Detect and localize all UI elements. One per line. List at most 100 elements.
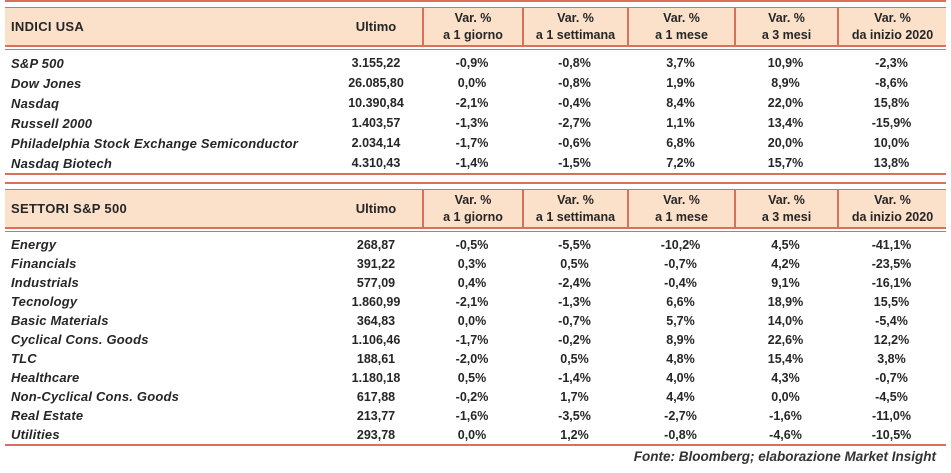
var-value: -2,7% bbox=[558, 116, 591, 130]
var-value: -0,8% bbox=[558, 56, 591, 70]
table-header-row: SETTORI S&P 500 Ultimo Var. % a 1 giorno V… bbox=[5, 189, 946, 229]
var-value: 10,9% bbox=[767, 56, 804, 70]
column-header-line2: a 1 giorno bbox=[443, 209, 503, 224]
row-label: Tecnology bbox=[11, 294, 78, 309]
column-header-line1: Var. % bbox=[557, 192, 594, 207]
column-header-line1: Var. % bbox=[557, 10, 594, 25]
table-section: SETTORI S&P 500 Ultimo Var. % a 1 giorno V… bbox=[5, 182, 946, 446]
ultimo-value: 1.106,46 bbox=[351, 332, 401, 347]
var-value: -0,2% bbox=[455, 389, 489, 404]
column-header-var: Var. % a 1 mese bbox=[627, 190, 734, 227]
table-row: Real Estate 213,77 -1,6% -3,5% -2,7% -1,6% -11… bbox=[5, 406, 946, 425]
var-value: -1,7% bbox=[455, 136, 489, 150]
var-value: 13,8% bbox=[873, 156, 910, 170]
row-label: Basic Materials bbox=[11, 313, 109, 328]
row-label: Nasdaq Biotech bbox=[11, 155, 113, 171]
ultimo-value: 213,77 bbox=[356, 408, 396, 423]
ultimo-value: 577,09 bbox=[356, 275, 396, 290]
source-note: Fonte: Bloomberg; elaborazione Market In… bbox=[633, 449, 936, 464]
section-top-rule bbox=[5, 0, 946, 2]
table-body: S&P 500 3.155,22 -0,9% -0,8% 3,7% 10,9% -2,3% D… bbox=[5, 50, 946, 173]
var-value: 1,7% bbox=[560, 389, 589, 404]
column-header-var: Var. % a 1 giorno bbox=[422, 190, 522, 227]
ultimo-value: 364,83 bbox=[356, 313, 396, 328]
column-header-line1: Var. % bbox=[454, 192, 492, 207]
ultimo-value: 1.860,99 bbox=[351, 294, 401, 309]
column-header-line1: Var. % bbox=[663, 192, 700, 207]
table-row: Utilities 293,78 0,0% 1,2% -0,8% -4,6% -10,5% bbox=[5, 425, 946, 444]
var-value: -0,8% bbox=[558, 76, 591, 90]
section-bottom-rule bbox=[5, 444, 946, 446]
column-header-line1: Var. % bbox=[768, 10, 805, 25]
row-label: Dow Jones bbox=[11, 75, 82, 91]
var-value: 0,0% bbox=[771, 389, 800, 404]
ultimo-value: 391,22 bbox=[356, 256, 396, 271]
table-row: Healthcare 1.180,18 0,5% -1,4% 4,0% 4,3% -0,7% bbox=[5, 368, 946, 387]
var-value: 0,4% bbox=[457, 275, 487, 290]
var-value: 4,3% bbox=[771, 370, 800, 385]
column-header-var: Var. % da inizio 2020 bbox=[837, 190, 946, 227]
var-value: -2,0% bbox=[455, 351, 489, 366]
ultimo-value: 1.180,18 bbox=[351, 370, 401, 385]
var-value: 9,1% bbox=[771, 275, 800, 290]
column-header-line1: Var. % bbox=[768, 192, 805, 207]
var-value: -1,7% bbox=[455, 332, 489, 347]
var-value: 13,4% bbox=[767, 116, 804, 130]
column-header-line2: a 1 settimana bbox=[535, 27, 616, 42]
var-value: 1,9% bbox=[666, 76, 695, 90]
row-label: S&P 500 bbox=[11, 55, 64, 71]
column-header-ultimo: Ultimo bbox=[355, 201, 397, 216]
var-value: -3,5% bbox=[558, 408, 591, 423]
var-value: 15,8% bbox=[873, 96, 910, 110]
ultimo-value: 10.390,84 bbox=[348, 96, 404, 110]
var-value: -11,0% bbox=[872, 408, 911, 423]
var-value: 12,2% bbox=[873, 332, 910, 347]
section-title: INDICI USA bbox=[11, 19, 85, 34]
var-value: -1,3% bbox=[455, 116, 489, 130]
ultimo-value: 26.085,80 bbox=[348, 76, 404, 90]
var-value: -23,5% bbox=[871, 256, 912, 271]
ultimo-value: 293,78 bbox=[356, 427, 396, 442]
table-row: Russell 2000 1.403,57 -1,3% -2,7% 1,1% 13,4% -… bbox=[5, 113, 946, 133]
var-value: 4,5% bbox=[771, 237, 800, 252]
table-row: Nasdaq Biotech 4.310,43 -1,4% -1,5% 7,2% 15,7… bbox=[5, 153, 946, 173]
var-value: 0,5% bbox=[457, 370, 487, 385]
var-value: -0,7% bbox=[664, 256, 697, 271]
header-bottom-rule bbox=[5, 49, 946, 50]
row-label: Russell 2000 bbox=[11, 115, 93, 131]
var-value: 15,4% bbox=[767, 351, 804, 366]
row-label: Cyclical Cons. Goods bbox=[11, 332, 149, 347]
table-row: Basic Materials 364,83 0,0% -0,7% 5,7% 14,0% -… bbox=[5, 311, 946, 330]
header-bottom-rule bbox=[5, 231, 946, 232]
var-value: 8,4% bbox=[666, 96, 695, 110]
var-value: 0,0% bbox=[457, 427, 487, 442]
var-value: 7,2% bbox=[666, 156, 695, 170]
table-row: Industrials 577,09 0,4% -2,4% -0,4% 9,1% -16,1… bbox=[5, 273, 946, 292]
table-row: Philadelphia Stock Exchange Semiconducto… bbox=[5, 133, 946, 153]
column-header-var: Var. % a 1 settimana bbox=[522, 8, 627, 45]
var-value: -5,4% bbox=[875, 313, 908, 328]
var-value: 0,5% bbox=[560, 351, 589, 366]
table-row: Energy 268,87 -0,5% -5,5% -10,2% 4,5% -41,1% bbox=[5, 235, 946, 254]
var-value: -0,4% bbox=[558, 96, 591, 110]
column-header-var: Var. % a 3 mesi bbox=[734, 8, 837, 45]
var-value: -1,5% bbox=[558, 156, 591, 170]
column-header-var: Var. % a 1 mese bbox=[627, 8, 734, 45]
var-value: -16,1% bbox=[871, 275, 912, 290]
table-row: Financials 391,22 0,3% 0,5% -0,7% 4,2% -23,5% bbox=[5, 254, 946, 273]
table-row: Cyclical Cons. Goods 1.106,46 -1,7% -0,2% 8,… bbox=[5, 330, 946, 349]
ultimo-value: 617,88 bbox=[356, 389, 396, 404]
ultimo-value: 2.034,14 bbox=[351, 136, 401, 150]
row-label: Financials bbox=[11, 256, 77, 271]
table-body: Energy 268,87 -0,5% -5,5% -10,2% 4,5% -41,1% Fi… bbox=[5, 232, 946, 444]
var-value: 3,8% bbox=[877, 351, 906, 366]
column-header-line2: a 1 mese bbox=[655, 27, 708, 42]
table-section: INDICI USA Ultimo Var. % a 1 giorno Var. %… bbox=[5, 0, 946, 175]
var-value: 1,1% bbox=[666, 116, 695, 130]
var-value: -0,7% bbox=[875, 370, 908, 385]
column-header-line2: a 1 mese bbox=[655, 209, 708, 224]
var-value: 0,3% bbox=[457, 256, 487, 271]
row-label: Healthcare bbox=[11, 370, 80, 385]
column-header-line1: Var. % bbox=[663, 10, 700, 25]
